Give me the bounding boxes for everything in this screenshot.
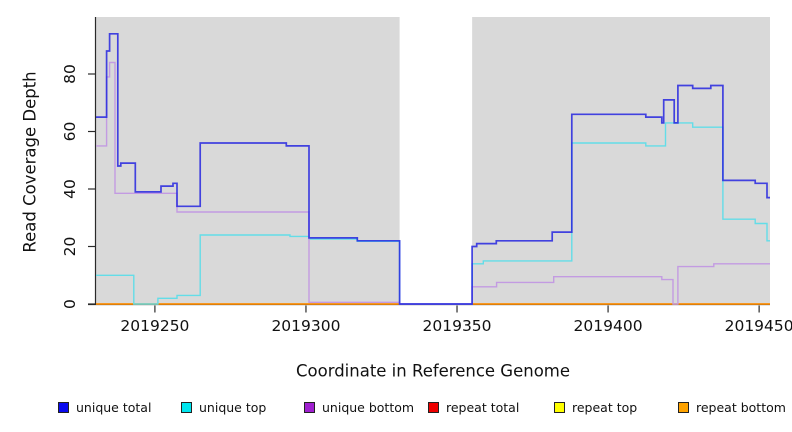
legend-item-unique-top: unique top bbox=[181, 400, 266, 415]
legend-swatch-repeat-top bbox=[554, 402, 565, 413]
y-tick-label: 0 bbox=[61, 299, 79, 309]
legend-swatch-unique-top bbox=[181, 402, 192, 413]
legend-label-repeat-bottom: repeat bottom bbox=[696, 400, 786, 415]
x-tick-label: 2019400 bbox=[574, 317, 643, 335]
x-tick-label: 2019300 bbox=[271, 317, 340, 335]
x-tick-label: 2019350 bbox=[423, 317, 492, 335]
legend-swatch-unique-bottom bbox=[304, 402, 315, 413]
series-line-unique-total bbox=[96, 32, 770, 305]
y-tick-label: 60 bbox=[61, 122, 79, 142]
y-tick-label: 80 bbox=[61, 64, 79, 84]
legend-item-unique-bottom: unique bottom bbox=[304, 400, 414, 415]
y-axis-title: Read Coverage Depth bbox=[20, 71, 40, 253]
legend-label-unique-total: unique total bbox=[76, 400, 152, 415]
legend-item-unique-total: unique total bbox=[58, 400, 151, 415]
legend-label-unique-top: unique top bbox=[199, 400, 267, 415]
legend-label-repeat-top: repeat top bbox=[572, 400, 638, 415]
y-tick-label: 40 bbox=[61, 179, 79, 199]
x-tick-label: 2019450 bbox=[725, 317, 792, 335]
gap-region bbox=[399, 17, 473, 305]
y-tick-label: 20 bbox=[61, 237, 79, 257]
legend-item-repeat-top: repeat top bbox=[554, 400, 637, 415]
legend-label-repeat-total: repeat total bbox=[446, 400, 520, 415]
x-tick-label: 2019250 bbox=[120, 317, 189, 335]
legend-label-unique-bottom: unique bottom bbox=[322, 400, 415, 415]
legend-swatch-repeat-bottom bbox=[678, 402, 689, 413]
legend-item-repeat-total: repeat total bbox=[428, 400, 519, 415]
legend-swatch-repeat-total bbox=[428, 402, 439, 413]
legend-item-repeat-bottom: repeat bottom bbox=[678, 400, 786, 415]
x-axis-title: Coordinate in Reference Genome bbox=[295, 361, 571, 381]
legend-swatch-unique-total bbox=[58, 402, 69, 413]
